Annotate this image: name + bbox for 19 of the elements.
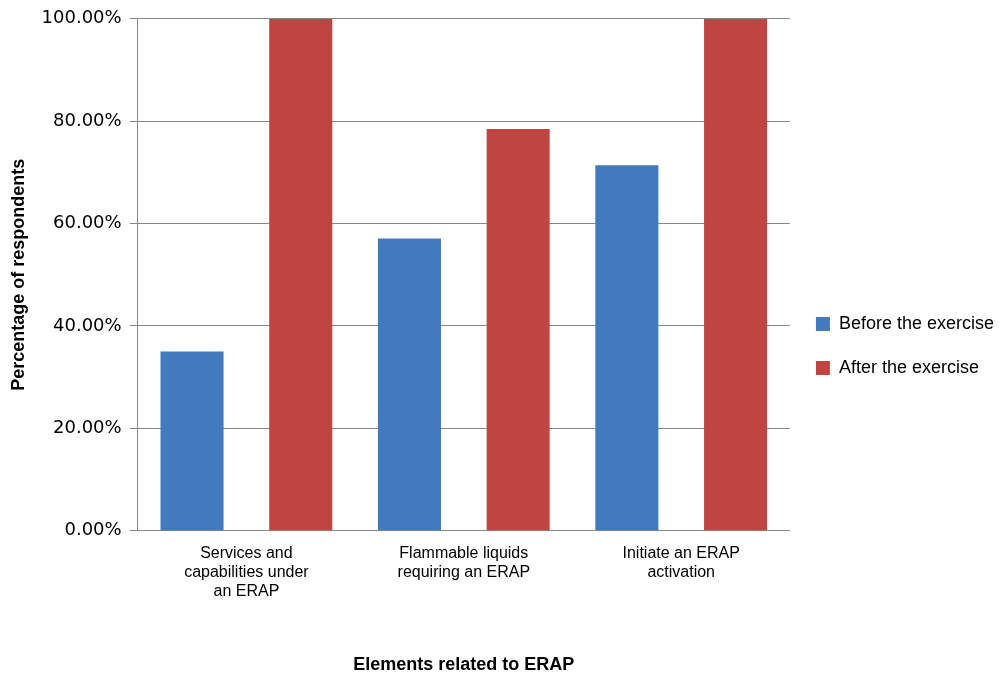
y-tick-label: 80.00% xyxy=(53,108,122,130)
y-tick-label: 0.00% xyxy=(64,518,122,540)
y-tick-label: 60.00% xyxy=(53,211,122,233)
legend-label: After the exercise xyxy=(838,356,979,377)
y-tick-label: 40.00% xyxy=(53,313,122,335)
bar xyxy=(377,238,441,531)
x-axis-title: Elements related to ERAP xyxy=(353,654,575,675)
bar xyxy=(595,165,659,531)
y-tick-label: 100.00% xyxy=(41,6,122,28)
bar xyxy=(704,18,768,531)
y-axis-title: Percentage of respondents xyxy=(7,158,28,391)
x-tick-label: Services and capabilities under an ERAP xyxy=(184,543,310,600)
x-tick-label: Flammable liquids requiring an ERAP xyxy=(397,543,531,581)
bar xyxy=(160,351,224,531)
bar xyxy=(486,128,550,531)
x-tick-label: Initiate an ERAP activation xyxy=(622,543,740,581)
y-tick-label: 20.00% xyxy=(53,416,122,438)
bar xyxy=(269,18,333,531)
legend-label: Before the exercise xyxy=(838,312,995,333)
